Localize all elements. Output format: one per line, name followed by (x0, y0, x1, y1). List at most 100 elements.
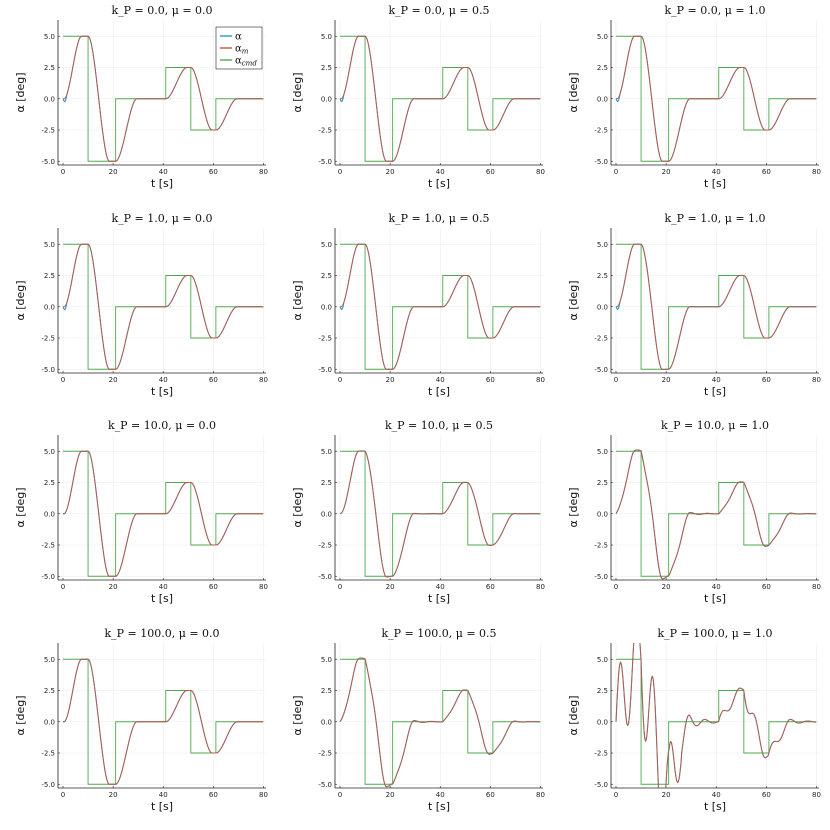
y-tick-label: 5.0 (321, 241, 332, 249)
y-tick-label: 0.0 (321, 718, 332, 726)
subplot-8: 0 20 40 60 80 -5.0 -2.5 0.0 2.5 5.0 k_P = 10.0, μ … (291, 419, 545, 605)
x-axis-label: t [s] (704, 177, 726, 190)
y-tick-label: -2.5 (594, 542, 608, 550)
y-axis-label: α [deg] (291, 280, 304, 320)
y-tick-label: 0.0 (597, 303, 608, 311)
x-tick-label: 40 (436, 583, 445, 591)
y-tick-label: 0.0 (44, 510, 55, 518)
x-tick-label: 40 (712, 168, 721, 176)
x-tick-label: 20 (386, 791, 395, 799)
y-tick-label: -2.5 (41, 127, 55, 135)
series-alpha-cmd (63, 243, 264, 370)
x-tick-label: 60 (209, 583, 218, 591)
y-axis-label: α [deg] (14, 72, 27, 112)
x-tick-label: 20 (109, 376, 118, 384)
x-tick-label: 80 (536, 791, 545, 799)
y-axis-label: α [deg] (567, 695, 580, 735)
y-tick-label: 5.0 (597, 656, 608, 664)
series-alpha-cmd (340, 243, 541, 370)
x-tick-label: 0 (338, 583, 342, 591)
legend-entry: αm (235, 44, 249, 56)
x-tick-label: 20 (109, 583, 118, 591)
x-tick-label: 80 (259, 168, 268, 176)
series-alpha-m (339, 657, 540, 788)
x-tick-label: 40 (436, 791, 445, 799)
y-tick-label: 0.0 (44, 95, 55, 103)
subplot-9: 0 20 40 60 80 -5.0 -2.5 0.0 2.5 5.0 k_P = 10.0, μ … (567, 419, 821, 605)
y-axis-label: α [deg] (567, 487, 580, 527)
x-tick-label: 60 (762, 168, 771, 176)
y-axis-label: α [deg] (14, 280, 27, 320)
y-tick-label: 2.5 (321, 479, 332, 487)
subplot-title: k_P = 0.0, μ = 0.5 (388, 4, 489, 17)
y-tick-label: 5.0 (597, 241, 608, 249)
x-tick-label: 0 (338, 791, 342, 799)
y-tick-label: -5.0 (41, 573, 55, 581)
y-tick-label: 5.0 (44, 656, 55, 664)
y-tick-label: 2.5 (321, 272, 332, 280)
x-axis-label: t [s] (151, 177, 173, 190)
y-axis-label: α [deg] (567, 280, 580, 320)
series-alpha-m (615, 643, 817, 788)
series-alpha-m (63, 450, 263, 577)
x-axis-label: t [s] (428, 800, 450, 813)
series-alpha-cmd (340, 450, 541, 577)
x-tick-label: 0 (614, 376, 618, 384)
x-axis-label: t [s] (704, 385, 726, 398)
y-tick-label: 0.0 (321, 303, 332, 311)
x-tick-label: 40 (712, 376, 721, 384)
x-tick-label: 60 (762, 583, 771, 591)
y-tick-label: -5.0 (594, 573, 608, 581)
y-tick-label: 2.5 (44, 64, 55, 72)
series-alpha-m (615, 243, 816, 370)
y-axis-label: α [deg] (14, 695, 27, 735)
x-tick-label: 80 (812, 583, 821, 591)
subplot-3: 0 20 40 60 80 -5.0 -2.5 0.0 2.5 5.0 k_P = 0.0, μ =… (567, 4, 821, 190)
y-tick-label: -5.0 (318, 573, 332, 581)
series-alpha-cmd (340, 658, 541, 785)
x-tick-label: 80 (536, 376, 545, 384)
y-axis-label: α [deg] (14, 487, 27, 527)
subplot-title: k_P = 1.0, μ = 0.0 (111, 212, 212, 225)
x-tick-label: 0 (338, 168, 342, 176)
subplot-12: 0 20 40 60 80 -5.0 -2.5 0.0 2.5 5.0 k_P = 100.0, μ… (567, 627, 821, 813)
x-tick-label: 60 (209, 791, 218, 799)
y-tick-label: 0.0 (44, 718, 55, 726)
subplot-title: k_P = 10.0, μ = 0.0 (108, 419, 216, 432)
subplot-10: 0 20 40 60 80 -5.0 -2.5 0.0 2.5 5.0 k_P = 100.0, μ… (14, 627, 268, 813)
y-tick-label: 2.5 (321, 687, 332, 695)
subplot-11: 0 20 40 60 80 -5.0 -2.5 0.0 2.5 5.0 k_P = 100.0, μ… (291, 627, 545, 813)
y-tick-label: 2.5 (44, 687, 55, 695)
subplot-7: 0 20 40 60 80 -5.0 -2.5 0.0 2.5 5.0 k_P = 10.0, μ … (14, 419, 268, 605)
legend-entry: αcmd (235, 56, 257, 68)
legend-entry: α (235, 32, 242, 43)
y-tick-label: -5.0 (318, 158, 332, 166)
y-tick-label: -5.0 (594, 158, 608, 166)
x-tick-label: 20 (662, 376, 671, 384)
x-tick-label: 0 (61, 168, 65, 176)
y-axis-label: α [deg] (291, 72, 304, 112)
series-alpha-cmd (616, 450, 817, 577)
x-axis-label: t [s] (428, 177, 450, 190)
y-tick-label: -5.0 (41, 366, 55, 374)
y-tick-label: -2.5 (318, 750, 332, 758)
subplot-1: 0 20 40 60 80 -5.0 -2.5 0.0 2.5 5.0 k_P = 0.0, μ =… (14, 4, 268, 190)
x-axis-label: t [s] (704, 800, 726, 813)
y-tick-label: 0.0 (321, 95, 332, 103)
subplot-title: k_P = 10.0, μ = 0.5 (385, 419, 493, 432)
y-tick-label: 5.0 (321, 448, 332, 456)
subplot-title: k_P = 1.0, μ = 1.0 (664, 212, 765, 225)
x-tick-label: 20 (662, 791, 671, 799)
x-tick-label: 0 (61, 583, 65, 591)
subplot-title: k_P = 100.0, μ = 0.0 (104, 627, 219, 640)
y-tick-label: -2.5 (318, 127, 332, 135)
series-alpha-cmd (340, 35, 541, 162)
y-tick-label: -5.0 (41, 158, 55, 166)
x-axis-label: t [s] (704, 592, 726, 605)
y-tick-label: 0.0 (44, 303, 55, 311)
y-tick-label: 2.5 (597, 272, 608, 280)
y-tick-label: -5.0 (318, 781, 332, 789)
x-tick-label: 0 (61, 791, 65, 799)
subplot-title: k_P = 100.0, μ = 1.0 (657, 627, 772, 640)
